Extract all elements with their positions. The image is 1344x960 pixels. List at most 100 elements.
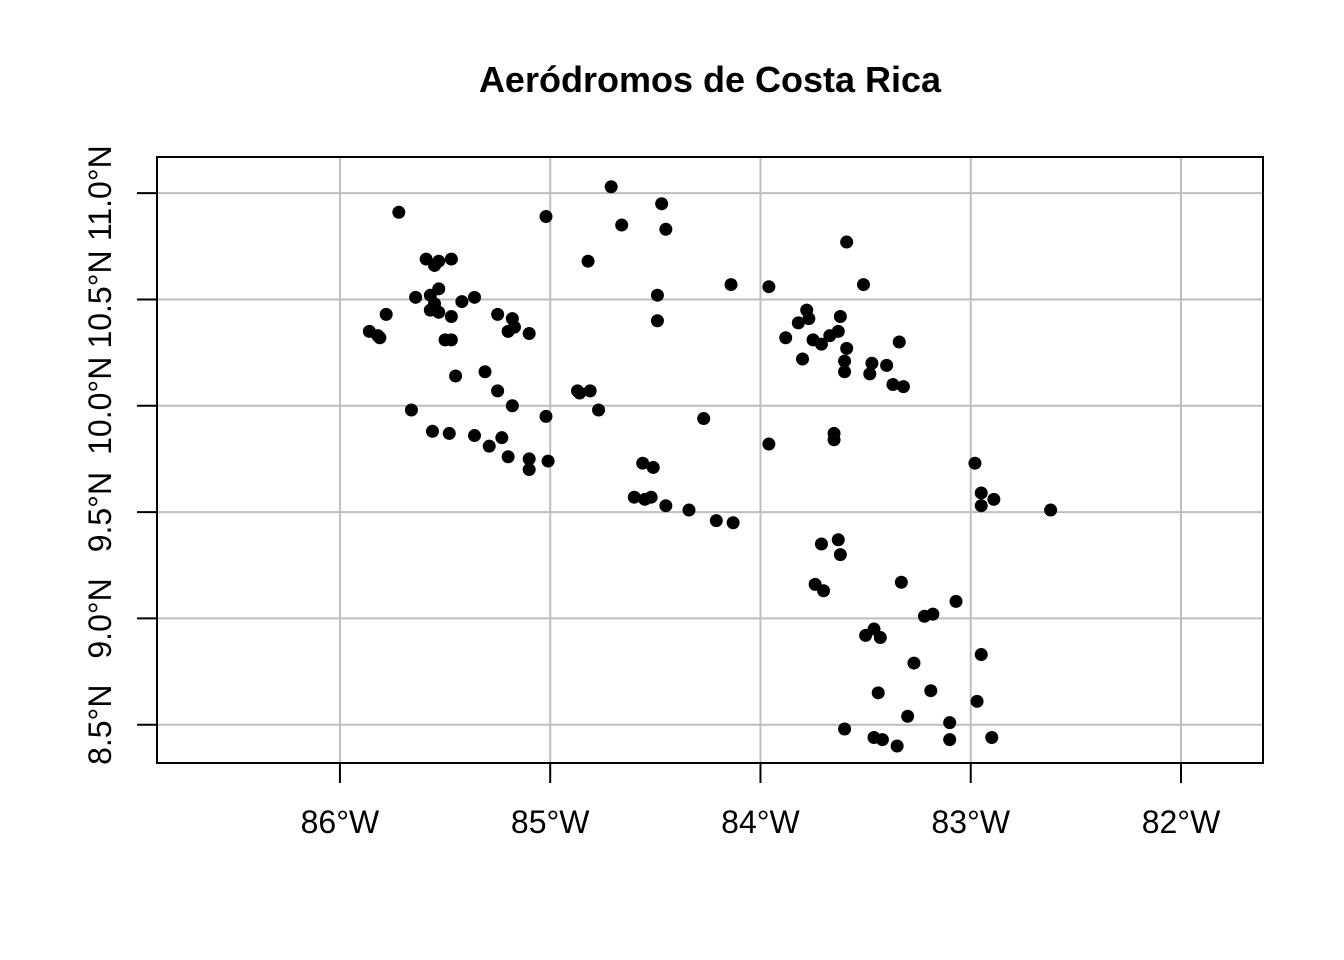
x-tick-label: 83°W xyxy=(931,804,1010,840)
y-tick-label: 8.5°N xyxy=(82,685,118,765)
data-point xyxy=(425,424,439,438)
data-point xyxy=(541,454,555,468)
data-point xyxy=(650,288,664,302)
data-point xyxy=(901,709,915,723)
data-point xyxy=(838,354,852,368)
data-point xyxy=(974,499,988,513)
data-point xyxy=(449,369,463,383)
data-point xyxy=(432,305,446,319)
y-tick-label: 9.0°N xyxy=(82,578,118,658)
y-tick-label: 11.0°N xyxy=(82,145,118,241)
data-point xyxy=(926,607,940,621)
data-point xyxy=(428,258,442,272)
data-point xyxy=(791,316,805,330)
data-point xyxy=(505,399,519,413)
data-point xyxy=(522,463,536,477)
data-point xyxy=(987,492,1001,506)
data-point xyxy=(817,584,831,598)
data-point xyxy=(831,324,845,338)
y-axis: 8.5°N 9.0°N 9.5°N 10.0°N 10.5°N 11.0°N xyxy=(82,145,157,765)
data-point xyxy=(444,309,458,323)
data-point xyxy=(432,282,446,296)
y-tick-label: 9.5°N xyxy=(82,472,118,552)
x-axis: 86°W 85°W 84°W 83°W 82°W xyxy=(301,763,1221,840)
data-point xyxy=(985,730,999,744)
data-point xyxy=(865,356,879,370)
data-point xyxy=(444,252,458,266)
data-point xyxy=(840,341,854,355)
data-point xyxy=(455,295,469,309)
data-point xyxy=(507,320,521,334)
data-point xyxy=(779,331,793,345)
data-point xyxy=(444,333,458,347)
data-point xyxy=(522,452,536,466)
data-point xyxy=(873,631,887,645)
data-point xyxy=(539,210,553,224)
data-point xyxy=(831,533,845,547)
data-point xyxy=(522,326,536,340)
point-layer xyxy=(362,180,1058,753)
y-tick-label: 10.0°N xyxy=(82,357,118,455)
data-point xyxy=(409,290,423,304)
data-point xyxy=(404,403,418,417)
data-point xyxy=(592,403,606,417)
x-tick-label: 82°W xyxy=(1142,804,1221,840)
data-point xyxy=(943,716,957,730)
data-point xyxy=(762,280,776,294)
data-point xyxy=(581,254,595,268)
chart-title: Aeródromos de Costa Rica xyxy=(479,59,942,100)
data-point xyxy=(880,358,894,372)
data-point xyxy=(583,384,597,398)
data-point xyxy=(840,235,854,249)
data-point xyxy=(943,733,957,747)
data-point xyxy=(907,656,921,670)
data-point xyxy=(501,450,515,464)
data-point xyxy=(627,490,641,504)
data-point xyxy=(833,548,847,562)
grid xyxy=(157,157,1263,763)
data-point xyxy=(482,439,496,453)
data-point xyxy=(392,205,406,219)
data-point xyxy=(478,365,492,379)
data-point xyxy=(371,329,385,343)
data-point xyxy=(968,456,982,470)
x-tick-label: 86°W xyxy=(301,804,380,840)
data-point xyxy=(709,514,723,528)
data-point xyxy=(468,290,482,304)
data-point xyxy=(875,733,889,747)
data-point xyxy=(636,456,650,470)
data-point xyxy=(894,575,908,589)
data-point xyxy=(442,426,456,440)
data-point xyxy=(859,628,873,642)
data-point xyxy=(379,307,393,321)
data-point xyxy=(814,337,828,351)
data-point xyxy=(896,380,910,394)
data-point xyxy=(892,335,906,349)
data-point xyxy=(949,594,963,608)
data-point xyxy=(659,499,673,513)
data-point xyxy=(655,197,669,211)
data-point xyxy=(974,486,988,500)
data-point xyxy=(838,722,852,736)
y-tick-label: 10.5°N xyxy=(82,250,118,348)
data-point xyxy=(802,312,816,326)
x-tick-label: 84°W xyxy=(721,804,800,840)
data-point xyxy=(573,386,587,400)
data-point xyxy=(827,433,841,447)
plot-frame xyxy=(156,156,1264,764)
data-point xyxy=(495,431,509,445)
data-point xyxy=(468,429,482,443)
data-point xyxy=(650,314,664,328)
data-point xyxy=(970,694,984,708)
data-point xyxy=(604,180,618,194)
data-point xyxy=(682,503,696,517)
data-point xyxy=(871,686,885,700)
x-tick-label: 85°W xyxy=(511,804,590,840)
data-point xyxy=(796,352,810,366)
data-point xyxy=(1044,503,1058,517)
data-point xyxy=(491,307,505,321)
data-point xyxy=(863,367,877,381)
data-point xyxy=(890,739,904,753)
data-point xyxy=(646,460,660,474)
data-point xyxy=(539,409,553,423)
